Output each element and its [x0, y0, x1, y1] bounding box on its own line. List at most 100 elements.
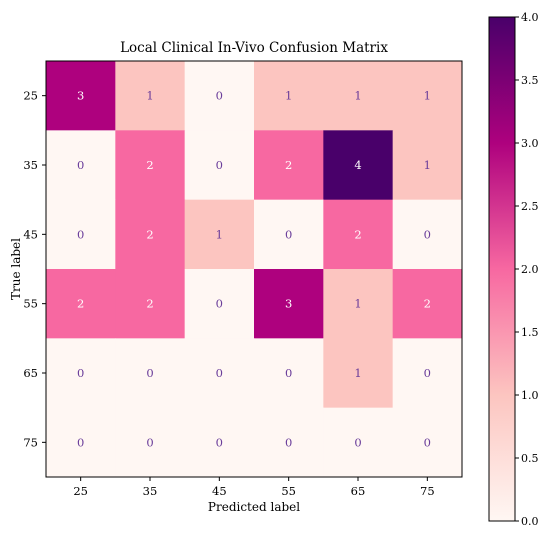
heatmap-cell: [323, 338, 394, 409]
heatmap-cell: [46, 338, 116, 409]
y-axis-ticks: 25 35 45 55 65 75: [23, 89, 46, 449]
cell-value-label: 2: [285, 158, 292, 172]
cell-value-label: 0: [285, 366, 292, 380]
colorbar-tick-label: 0.5: [521, 452, 539, 465]
chart-title: Local Clinical In-Vivo Confusion Matrix: [120, 40, 388, 56]
heatmap-cell: [254, 61, 324, 131]
heatmap-cell: [392, 407, 463, 478]
cell-value-label: 0: [216, 435, 223, 449]
cell-value-label: 1: [424, 89, 431, 103]
y-tick-label: 25: [23, 89, 38, 103]
x-tick-label: 55: [281, 484, 296, 498]
cell-value-label: 4: [354, 158, 361, 172]
heatmap-cell: [392, 338, 463, 409]
heatmap-cell: [392, 269, 463, 339]
y-tick-label: 35: [23, 158, 38, 172]
colorbar-tick-label: 4.0: [521, 11, 539, 24]
cell-value-label: 2: [354, 227, 361, 241]
colorbar: [488, 16, 516, 522]
cell-value-label: 1: [216, 227, 223, 241]
heatmap-cell: [184, 130, 255, 201]
x-axis-label: Predicted label: [208, 500, 300, 514]
cell-value-label: 0: [216, 366, 223, 380]
cell-value-label: 2: [146, 297, 153, 311]
cell-value-label: 3: [285, 297, 292, 311]
heatmap-cell: [46, 61, 116, 131]
heatmap-cell: [254, 338, 324, 409]
colorbar-tick-label: 2.0: [521, 263, 539, 276]
heatmap-cell: [46, 407, 116, 478]
cell-value-label: 0: [77, 366, 84, 380]
cell-value-label: 0: [285, 435, 292, 449]
cell-value-label: 1: [285, 89, 292, 103]
heatmap-cell: [254, 199, 324, 270]
cell-value-label: 1: [146, 89, 153, 103]
heatmap-cell: [115, 338, 186, 409]
x-tick-label: 25: [73, 484, 88, 498]
cell-value-label: 0: [354, 435, 361, 449]
heatmap-cell: [184, 338, 255, 409]
cell-value-label: 2: [146, 227, 153, 241]
cell-value-label: 2: [424, 297, 431, 311]
heatmap-cell: [323, 269, 394, 339]
cell-value-label: 0: [77, 227, 84, 241]
heatmap-cell: [392, 130, 463, 201]
heatmap-cell: [323, 407, 394, 478]
heatmap-cell: [184, 61, 255, 131]
heatmap-cell: [323, 130, 394, 201]
heatmap-cell: [254, 407, 324, 478]
colorbar-tick-label: 1.0: [521, 389, 539, 402]
heatmap-cell: [115, 269, 186, 339]
cell-value-label: 0: [424, 366, 431, 380]
heatmap-cell: [184, 407, 255, 478]
cell-value-label: 0: [216, 297, 223, 311]
heatmap-cells: [46, 61, 463, 478]
heatmap-cell: [323, 199, 394, 270]
colorbar-tick-label: 3.5: [521, 74, 539, 87]
cell-value-label: 1: [424, 158, 431, 172]
cell-value-label: 0: [146, 435, 153, 449]
heatmap-cell: [254, 269, 324, 339]
colorbar-tick-label: 0.0: [521, 515, 539, 528]
heatmap-cell: [115, 199, 186, 270]
x-tick-label: 35: [143, 484, 158, 498]
heatmap-cell: [392, 199, 463, 270]
cell-value-label: 2: [146, 158, 153, 172]
cell-value-label: 1: [354, 297, 361, 311]
colorbar-ticks: 0.0 0.5 1.0 1.5 2.0 2.5 3.0 3.5 4.0: [515, 11, 539, 528]
cell-value-label: 0: [146, 366, 153, 380]
x-axis-ticks: 25 35 45 55 65 75: [73, 477, 435, 498]
cell-value-label: 0: [77, 435, 84, 449]
cell-value-label: 0: [285, 227, 292, 241]
cell-value-label: 0: [216, 89, 223, 103]
cell-value-label: 1: [354, 366, 361, 380]
heatmap-cell: [115, 407, 186, 478]
x-tick-label: 65: [351, 484, 366, 498]
cell-value-label: 2: [77, 297, 84, 311]
cell-value-label: 0: [77, 158, 84, 172]
colorbar-tick-label: 3.0: [521, 137, 539, 150]
colorbar-tick-label: 1.5: [521, 326, 539, 339]
heatmap-cell: [115, 130, 186, 201]
heatmap-cell: [392, 61, 463, 131]
heatmap-cell: [184, 269, 255, 339]
x-tick-label: 75: [420, 484, 435, 498]
cell-value-label: 0: [216, 158, 223, 172]
y-tick-label: 55: [23, 297, 38, 311]
cell-value-label: 3: [77, 89, 84, 103]
heatmap-cell: [46, 199, 116, 270]
cell-value-label: 0: [424, 227, 431, 241]
y-axis-label: True label: [9, 238, 23, 300]
heatmap-cell: [254, 130, 324, 201]
heatmap-cell-labels: 3 1 0 1 1 1 0 2 0 2 4 1 0 2 1 0 2 0 2 2 0 3 1 2 0 0 0 0 1 0 0 0 0 0 0 0: [77, 89, 431, 450]
heatmap-cell: [115, 61, 186, 131]
heatmap-cell: [323, 61, 394, 131]
heatmap-cell: [46, 130, 116, 201]
x-tick-label: 45: [212, 484, 227, 498]
y-tick-label: 45: [23, 227, 38, 241]
heatmap-cell: [184, 199, 255, 270]
y-tick-label: 75: [23, 435, 38, 449]
y-tick-label: 65: [23, 366, 38, 380]
cell-value-label: 1: [354, 89, 361, 103]
